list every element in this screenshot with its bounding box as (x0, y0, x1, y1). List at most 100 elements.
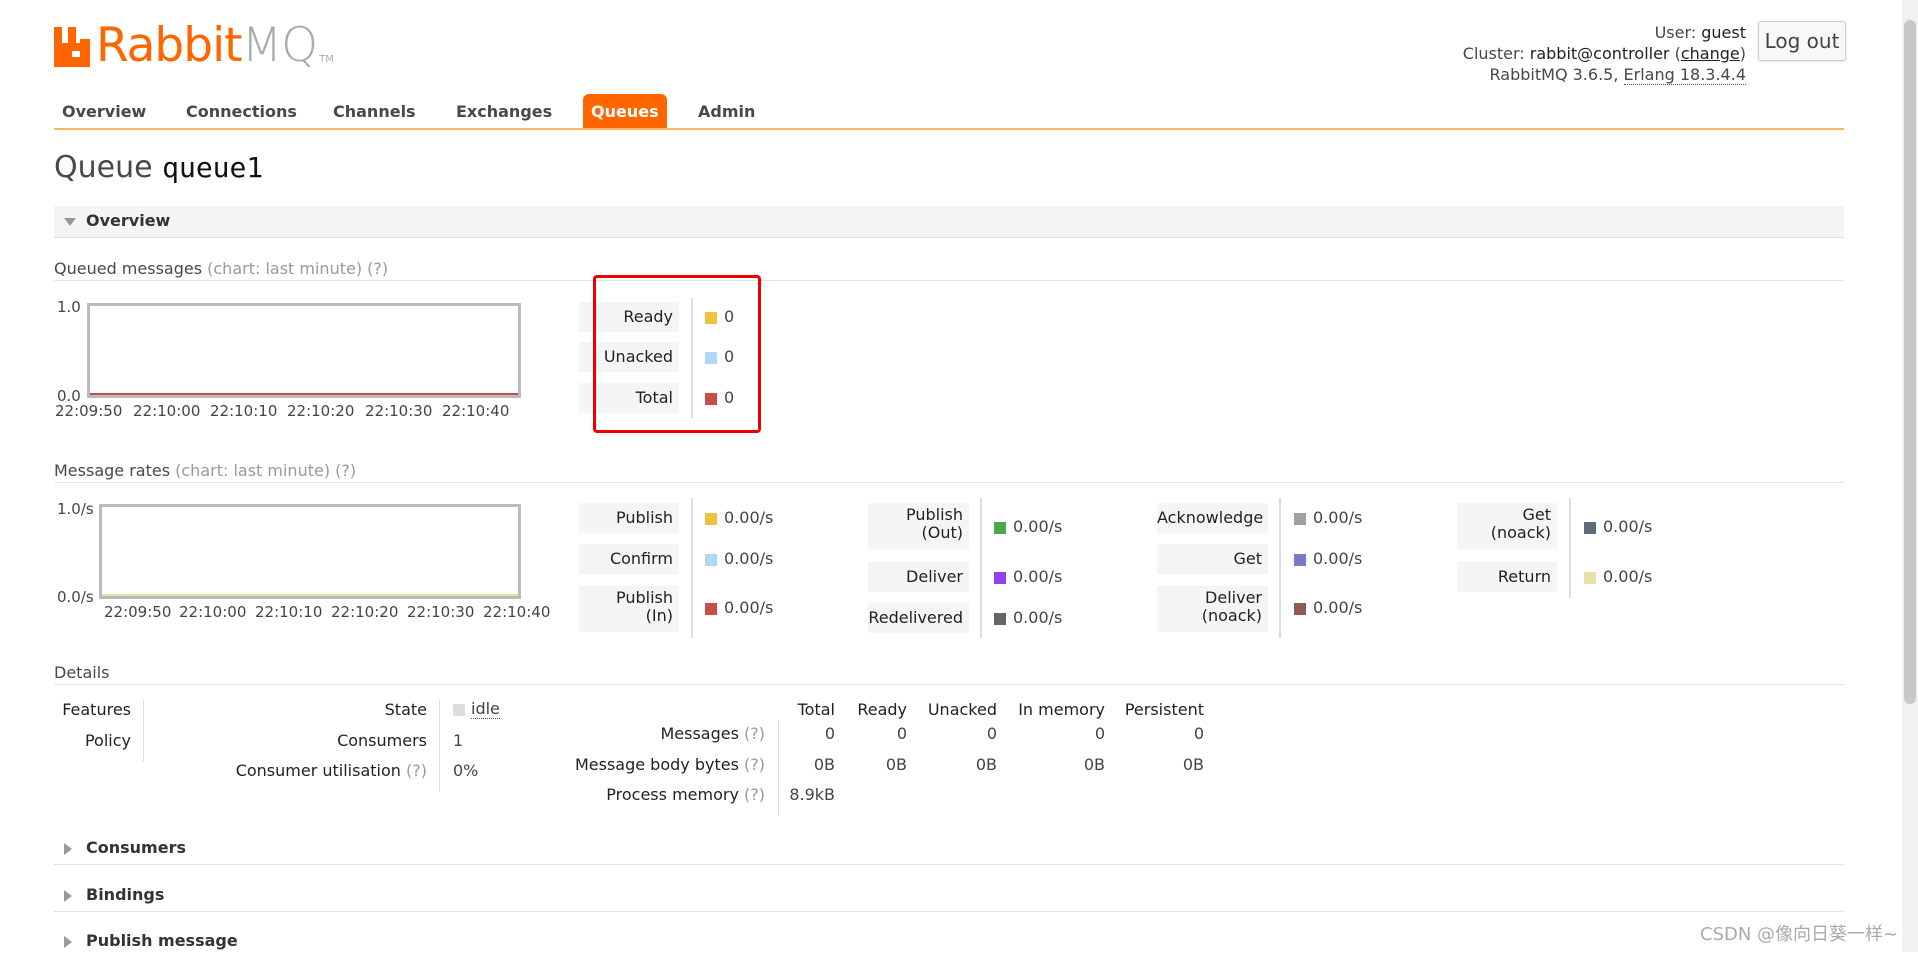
rate-acknowledge-value: 0.00/s (1313, 508, 1363, 527)
section-overview[interactable]: Overview (54, 206, 1844, 238)
main-nav: Overview Connections Channels Exchanges … (54, 94, 1844, 130)
rates-separator-4 (1569, 498, 1571, 598)
body-bytes-help-link[interactable]: (?) (744, 755, 765, 774)
rate-deliver-label: Deliver (868, 562, 969, 592)
section-bindings[interactable]: Bindings (54, 880, 1844, 912)
rates-separator-3 (1279, 498, 1281, 638)
section-overview-label: Overview (86, 211, 171, 230)
rate-deliver-noack-swatch (1294, 603, 1306, 615)
rate-redelivered-label: Redelivered (868, 603, 969, 633)
tab-exchanges[interactable]: Exchanges (456, 102, 553, 121)
rate-confirm-value: 0.00/s (724, 549, 774, 568)
tab-channels[interactable]: Channels (333, 102, 416, 121)
message-rates-heading: Message rates (chart: last minute) (?) (54, 461, 1844, 483)
csdn-watermark: CSDN @像向日葵一样~ (1700, 924, 1899, 945)
messages-label-text: Messages (660, 724, 739, 743)
rate-confirm-label: Confirm (579, 544, 679, 574)
rate-publish-label: Publish (579, 503, 679, 533)
highlight-annotation-box (593, 275, 761, 433)
queued-x-tick: 22:10:20 (287, 402, 355, 420)
features-label: Features (62, 700, 131, 719)
queued-x-tick: 22:10:30 (365, 402, 433, 420)
user-value: guest (1701, 23, 1746, 42)
legend-total-swatch (705, 393, 717, 405)
utilisation-help-link[interactable]: (?) (406, 761, 427, 780)
rate-acknowledge-label: Acknowledge (1157, 503, 1268, 533)
details-separator-3 (778, 720, 779, 815)
rate-publish-swatch (705, 513, 717, 525)
section-bindings-label: Bindings (86, 885, 165, 904)
policy-label: Policy (84, 731, 131, 750)
legend-ready-swatch (705, 312, 717, 324)
rate-get-noack-swatch (1584, 522, 1596, 534)
section-consumers[interactable]: Consumers (54, 833, 1844, 865)
queued-messages-heading: Queued messages (chart: last minute) (?) (54, 259, 1844, 281)
messages-help-link[interactable]: (?) (744, 724, 765, 743)
rate-deliver-swatch (994, 572, 1006, 584)
queued-x-tick: 22:10:00 (133, 402, 201, 420)
legend-separator (691, 298, 693, 418)
rate-redelivered-value: 0.00/s (1013, 608, 1063, 627)
rabbitmq-version: RabbitMQ 3.6.5, (1489, 65, 1619, 84)
tab-connections[interactable]: Connections (186, 102, 297, 121)
consumer-utilisation-label: Consumer utilisation (?) (160, 761, 427, 780)
body-bytes-total: 0B (813, 755, 835, 774)
rate-publish-in-swatch (705, 603, 717, 615)
change-cluster-link[interactable]: change (1680, 44, 1740, 63)
tab-queues[interactable]: Queues (583, 94, 667, 128)
expand-arrow-icon (64, 843, 72, 855)
section-consumers-label: Consumers (86, 838, 186, 857)
cluster-value: rabbit@controller (1529, 44, 1670, 63)
legend-total-value: 0 (724, 388, 735, 407)
rate-get-value: 0.00/s (1313, 549, 1363, 568)
rates-x-tick: 22:10:20 (331, 603, 399, 621)
col-unacked-header: Unacked (927, 700, 997, 719)
message-rates-chart (99, 504, 521, 599)
page-title-prefix: Queue (54, 150, 153, 185)
user-label: User: (1654, 23, 1697, 42)
details-heading: Details (54, 663, 1844, 685)
queued-help-link[interactable]: (?) (367, 259, 389, 278)
rates-chart-range-link[interactable]: (chart: last minute) (175, 461, 331, 480)
rate-publish-out-label: Publish (Out) (868, 503, 969, 549)
collapse-arrow-icon (64, 218, 76, 226)
change-open-paren: ( (1674, 44, 1681, 63)
col-persistent-header: Persistent (1124, 700, 1204, 719)
row-body-bytes-label: Message body bytes (?) (560, 755, 765, 774)
queued-x-tick: 22:09:50 (55, 402, 123, 420)
col-total-header: Total (797, 700, 835, 719)
process-memory-help-link[interactable]: (?) (744, 785, 765, 804)
tab-admin[interactable]: Admin (698, 102, 756, 121)
rate-acknowledge-swatch (1294, 513, 1306, 525)
legend-ready-value: 0 (724, 307, 735, 326)
consumers-label: Consumers (337, 731, 427, 750)
section-publish-message[interactable]: Publish message (54, 926, 1844, 957)
page-title: Queue queue1 (54, 150, 263, 185)
brand-prefix: Rabbit (96, 18, 243, 73)
queued-chart-range-link[interactable]: (chart: last minute) (207, 259, 363, 278)
scrollbar-thumb[interactable] (1904, 20, 1916, 704)
legend-unacked-label: Unacked (579, 342, 679, 372)
utilisation-label-text: Consumer utilisation (235, 761, 401, 780)
process-memory-total: 8.9kB (789, 785, 835, 804)
queue-name: queue1 (162, 151, 264, 184)
tab-overview[interactable]: Overview (62, 102, 147, 121)
body-bytes-in-memory: 0B (1083, 755, 1105, 774)
queued-x-tick: 22:10:40 (442, 402, 510, 420)
trademark: TM (319, 54, 334, 65)
state-value: idle (471, 699, 500, 719)
legend-unacked-swatch (705, 352, 717, 364)
expand-arrow-icon (64, 936, 72, 948)
rate-return-value: 0.00/s (1603, 567, 1653, 586)
rates-help-link[interactable]: (?) (335, 461, 357, 480)
rabbitmq-logo[interactable]: RabbitMQ TM (54, 22, 334, 69)
col-ready-header: Ready (857, 700, 907, 719)
rate-deliver-noack-value: 0.00/s (1313, 598, 1363, 617)
queued-y-max: 1.0 (57, 298, 81, 316)
body-bytes-label-text: Message body bytes (574, 755, 739, 774)
legend-unacked-value: 0 (724, 347, 735, 366)
queued-x-tick: 22:10:10 (210, 402, 278, 420)
rates-separator-1 (691, 498, 693, 638)
logout-button[interactable]: Log out (1758, 21, 1846, 61)
